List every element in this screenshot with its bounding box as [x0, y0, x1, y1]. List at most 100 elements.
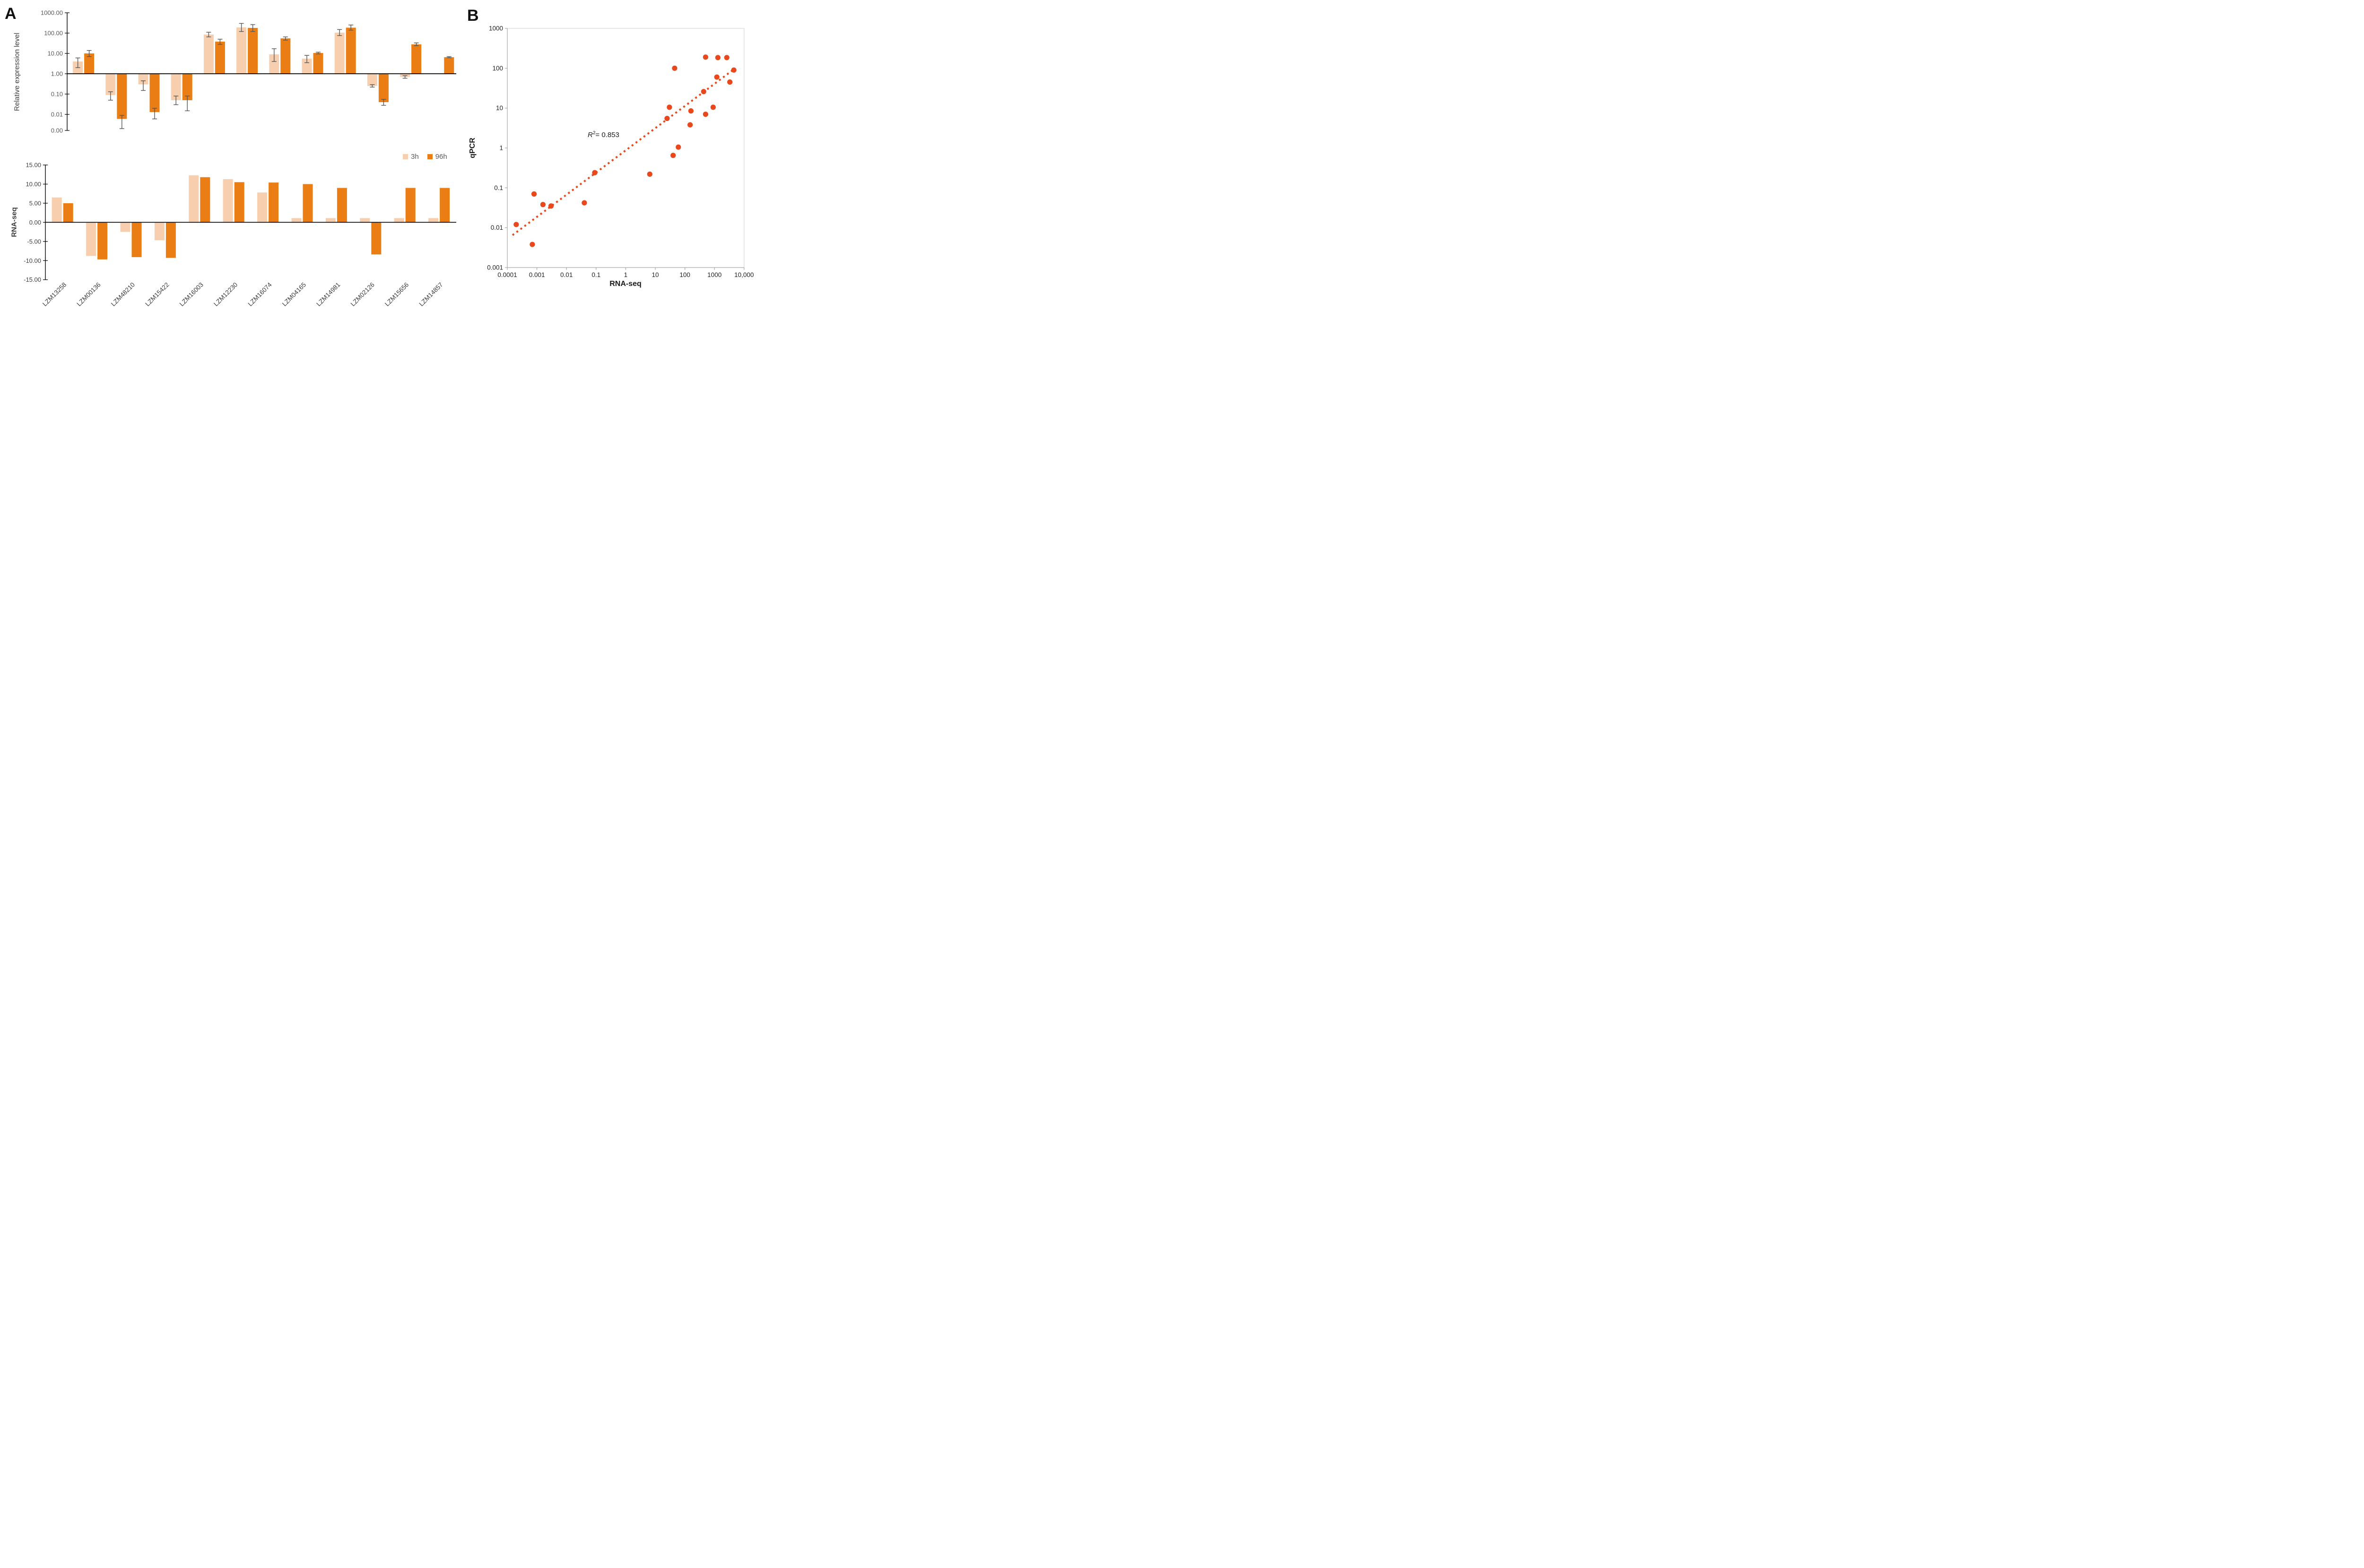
bar-96h-LZM00136 [117, 74, 127, 119]
scatter-point [548, 203, 554, 209]
r-squared-symbol: R [588, 131, 593, 139]
plot-border [507, 28, 745, 268]
y-tick-label: 1 [499, 144, 503, 151]
x-category-label: LZM15422 [144, 281, 170, 308]
bar-3h-LZM14981 [325, 218, 336, 223]
scatter-point [703, 54, 708, 60]
x-tick-label: 0.001 [529, 271, 545, 278]
bar-96h-LZM15656 [405, 188, 416, 223]
legend-swatch-96h [427, 154, 433, 159]
x-category-label: LZM00136 [75, 281, 102, 308]
y-tick-label: -5.00 [27, 238, 41, 245]
y-tick-label: 0.00 [51, 127, 63, 134]
y-tick-label: -15.00 [24, 276, 41, 283]
bar-3h-LZM16003 [203, 35, 214, 74]
scatter-point [710, 104, 716, 110]
charts-layer: 1000.00100.0010.001.000.100.010.0015.001… [24, 9, 754, 308]
y-tick-label: 0.01 [51, 111, 63, 118]
x-category-label: LZM48210 [110, 281, 136, 308]
bar-3h-LZM04165 [302, 59, 312, 74]
y-tick-label: -10.00 [24, 257, 41, 264]
bar-96h-LZM14857 [444, 57, 454, 74]
legend-swatch-3h [403, 154, 408, 159]
panel-a-label: A [5, 5, 17, 23]
x-category-label: LZM16003 [178, 281, 205, 308]
y-tick-label: 15.00 [26, 162, 41, 169]
x-category-label: LZM14857 [417, 281, 444, 308]
bar-3h-LZM13258 [52, 197, 62, 223]
bar-96h-LZM15656 [411, 44, 422, 74]
bar-96h-LZM48210 [131, 222, 142, 257]
bar-3h-LZM14857 [428, 218, 439, 223]
y-tick-label: 10.00 [26, 181, 41, 188]
y-tick-label: 0.10 [51, 91, 63, 98]
scatter-point [724, 55, 730, 61]
bar-96h-LZM04165 [303, 184, 313, 223]
legend: 3h 96h [403, 153, 447, 161]
x-category-label: LZM13258 [41, 281, 68, 308]
legend-label-3h: 3h [411, 153, 419, 161]
scatter-point [715, 55, 721, 61]
scatter-point [513, 222, 519, 227]
x-category-label: LZM14981 [315, 281, 341, 308]
bar-3h-LZM15422 [171, 74, 181, 100]
bar-96h-LZM14857 [440, 188, 450, 223]
x-category-label: LZM04165 [281, 281, 307, 308]
scatter-point [672, 65, 678, 71]
bar-96h-LZM15422 [165, 222, 176, 258]
scatter-point [531, 191, 537, 197]
scatter-point [647, 171, 652, 177]
x-category-label: LZM02126 [349, 281, 376, 308]
bar-96h-LZM00136 [97, 222, 108, 260]
y-tick-label: 0.1 [494, 184, 503, 191]
scatter-point [727, 79, 733, 85]
bar-96h-LZM02126 [371, 222, 382, 255]
legend-label-96h: 96h [435, 153, 447, 161]
y-tick-label: 100.00 [44, 30, 63, 37]
r-squared-annotation: R2= 0.853 [588, 130, 619, 139]
bar-3h-LZM00136 [105, 74, 116, 95]
x-tick-label: 10,000 [734, 271, 754, 278]
bar-96h-LZM48210 [149, 74, 160, 113]
y-tick-label: 1.00 [51, 70, 63, 78]
scatter-point [714, 74, 720, 80]
rnaseq-chart-y-axis-title: RNA-seq [10, 207, 18, 237]
y-tick-label: 0.001 [487, 264, 503, 271]
x-category-label: LZM12230 [212, 281, 239, 308]
x-category-label: LZM15656 [383, 281, 410, 308]
bar-3h-LZM04165 [291, 218, 302, 223]
y-tick-label: 5.00 [29, 199, 41, 207]
r-squared-exponent: 2 [592, 130, 596, 136]
bar-96h-LZM13258 [84, 53, 95, 74]
scatter-y-axis-title: qPCR [469, 138, 477, 158]
y-tick-label: 1000.00 [41, 9, 63, 17]
scatter-point [540, 202, 546, 208]
y-tick-label: 1000 [489, 25, 503, 32]
bar-3h-LZM14981 [334, 33, 345, 74]
scatter-point [670, 153, 676, 158]
bar-96h-LZM13258 [63, 203, 73, 223]
figure-canvas: 1000.00 100.00 10.00 1.00 0.10 0.01 0.00 15.00 1… [0, 0, 755, 313]
bar-3h-LZM12230 [236, 27, 247, 74]
scatter-point [731, 67, 737, 73]
y-tick-label: 0.00 [29, 219, 41, 226]
bar-3h-LZM48210 [138, 74, 148, 85]
bar-96h-LZM16003 [200, 177, 210, 223]
bar-96h-LZM16074 [269, 182, 279, 223]
scatter-point [530, 242, 535, 247]
r-squared-value: = 0.853 [595, 131, 619, 139]
bar-96h-LZM16003 [215, 42, 225, 74]
bar-3h-LZM16003 [189, 175, 199, 223]
bar-3h-LZM02126 [367, 74, 377, 86]
bar-96h-LZM02126 [378, 74, 389, 103]
x-tick-label: 0.1 [591, 271, 600, 278]
x-tick-label: 1000 [707, 271, 721, 278]
bar-96h-LZM04165 [313, 53, 323, 74]
x-tick-label: 1 [624, 271, 628, 278]
y-tick-label: 10 [496, 104, 503, 112]
scatter-x-axis-title: RNA-seq [609, 280, 642, 288]
x-tick-label: 10 [652, 271, 659, 278]
legend-item-3h: 3h [403, 153, 419, 161]
bar-3h-LZM48210 [120, 222, 130, 232]
bar-96h-LZM12230 [248, 28, 258, 74]
